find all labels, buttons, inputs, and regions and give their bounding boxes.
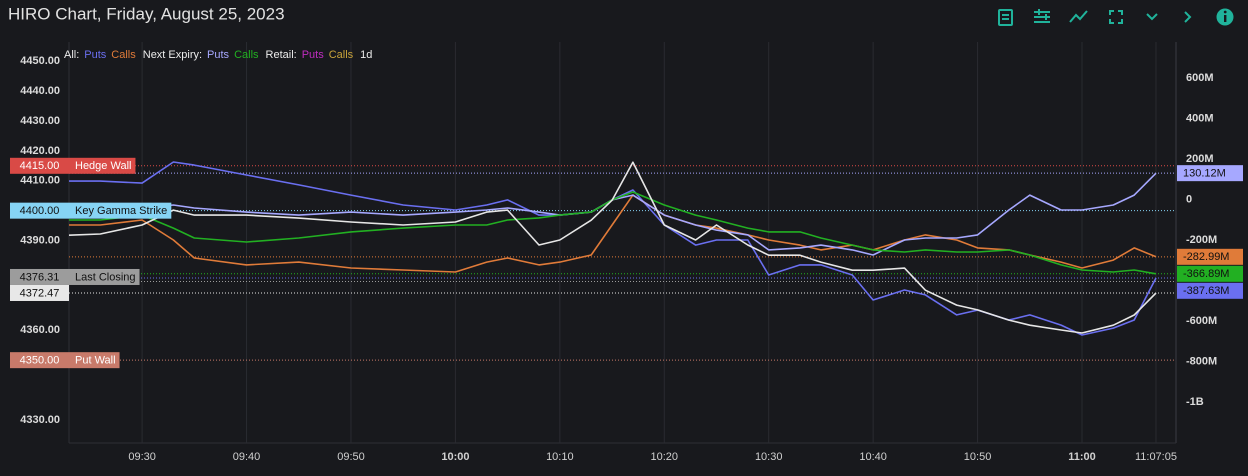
y-tick-label: 4390.00 — [20, 234, 60, 246]
y2-tick-label: -600M — [1186, 315, 1217, 327]
end-value-box — [1177, 265, 1243, 282]
x-tick-label: 10:30 — [755, 451, 783, 463]
level-name-box — [69, 202, 172, 219]
y2-tick-label: -200M — [1186, 234, 1217, 246]
y2-tick-label: 0 — [1186, 193, 1192, 205]
end-value-box — [1177, 282, 1243, 299]
x-tick-label: 10:20 — [651, 451, 679, 463]
end-value-box — [1177, 165, 1243, 182]
end-value-label: -282.99M — [1183, 251, 1229, 263]
y-tick-label: 4420.00 — [20, 145, 60, 157]
series-line — [69, 191, 1157, 275]
end-value-label: -366.89M — [1183, 268, 1229, 280]
legend-item[interactable]: Puts — [302, 49, 325, 61]
end-value-label: -387.63M — [1183, 285, 1229, 297]
y2-tick-label: 400M — [1186, 112, 1214, 124]
level-name-box — [69, 157, 136, 174]
legend-item[interactable]: Calls — [111, 49, 136, 61]
level-value-label: 4372.47 — [20, 287, 60, 299]
level-value-box — [10, 352, 69, 369]
legend-group: All: — [64, 49, 79, 61]
line-icon[interactable] — [1069, 10, 1088, 23]
series-line — [69, 161, 1157, 334]
y2-tick-label: -800M — [1186, 355, 1217, 367]
plot-area — [69, 161, 1176, 361]
y-tick-label: 4330.00 — [20, 414, 60, 426]
x-tick-label: 10:50 — [964, 451, 992, 463]
level-name-label: Last Closing — [75, 271, 136, 283]
series-line — [69, 172, 1157, 256]
level-name-box — [69, 352, 120, 369]
level-name-label: Key Gamma Strike — [75, 205, 167, 217]
x-tick-label: 09:30 — [128, 451, 156, 463]
x-tick-label: 11:00 — [1068, 451, 1096, 463]
x-tick-label: 10:00 — [441, 451, 469, 463]
y-tick-label: 4410.00 — [20, 175, 60, 187]
level-name-label: Hedge Wall — [75, 160, 131, 172]
legend-item[interactable]: Calls — [234, 49, 259, 61]
level-value-box — [10, 202, 69, 219]
x-tick-label: 09:40 — [233, 451, 261, 463]
level-value-label: 4350.00 — [20, 355, 60, 367]
end-value-label: 130.12M — [1183, 168, 1226, 180]
table-icon[interactable] — [998, 9, 1013, 26]
level-value-box — [10, 284, 69, 301]
y2-tick-label: -1B — [1186, 396, 1204, 408]
level-value-box — [10, 268, 69, 285]
level-name-box — [69, 268, 140, 285]
legend-group: Retail: — [266, 49, 297, 61]
legend-item[interactable]: Puts — [84, 49, 107, 61]
x-tick-label: 09:50 — [337, 451, 365, 463]
y-tick-label: 4440.00 — [20, 85, 60, 97]
y2-tick-label: 200M — [1186, 153, 1214, 165]
level-value-box — [10, 157, 69, 174]
legend-item[interactable]: Calls — [329, 49, 354, 61]
level-name-label: Put Wall — [75, 355, 116, 367]
y-tick-label: 4450.00 — [20, 55, 60, 67]
level-value-label: 4400.00 — [20, 205, 60, 217]
x-tick-label: 11:07:05 — [1135, 451, 1177, 463]
legend-item[interactable]: Puts — [207, 49, 230, 61]
legend-group: Next Expiry: — [143, 49, 202, 61]
fullscreen-icon[interactable] — [1109, 10, 1123, 24]
period-label[interactable]: 1d — [360, 49, 372, 61]
level-value-label: 4415.00 — [20, 160, 60, 172]
next-icon[interactable] — [1184, 11, 1192, 23]
dropdown-icon[interactable] — [1146, 13, 1158, 21]
chart-title: HIRO Chart, Friday, August 25, 2023 — [8, 4, 285, 23]
y-tick-label: 4430.00 — [20, 115, 60, 127]
end-value-box — [1177, 248, 1243, 265]
x-tick-label: 10:10 — [546, 451, 574, 463]
settings-icon[interactable] — [1034, 9, 1050, 23]
y-tick-label: 4360.00 — [20, 324, 60, 336]
info-icon[interactable] — [1216, 8, 1234, 26]
x-tick-label: 10:40 — [859, 451, 887, 463]
level-value-label: 4376.31 — [20, 271, 60, 283]
y2-tick-label: 600M — [1186, 72, 1214, 84]
toolbar — [998, 8, 1234, 26]
